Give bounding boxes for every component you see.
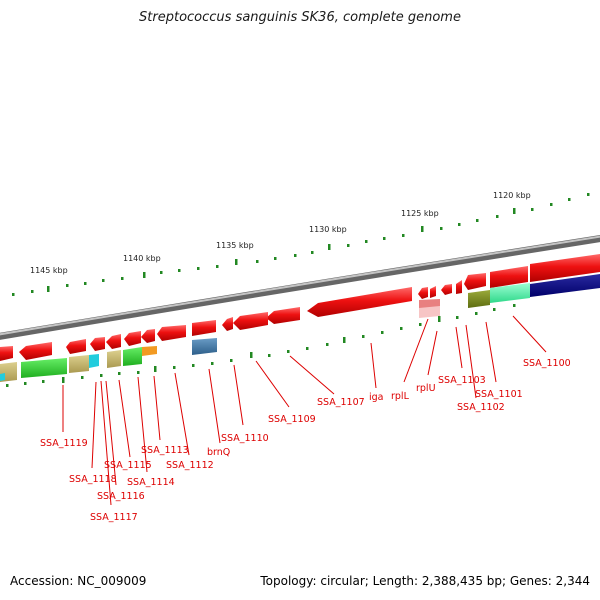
gene-arrow[interactable] xyxy=(106,334,121,349)
gene-label-ssa-1118[interactable]: SSA_1118 xyxy=(69,474,117,485)
gene-arrow[interactable] xyxy=(157,325,186,341)
gene-arrow[interactable] xyxy=(464,273,486,290)
kbp-label: 1120 kbp xyxy=(493,191,531,200)
accession-text: Accession: NC_009009 xyxy=(10,574,147,588)
category-box xyxy=(89,354,99,368)
gene-arrow[interactable] xyxy=(124,331,141,346)
gene-label-ssa-1112[interactable]: SSA_1112 xyxy=(166,460,214,471)
category-box xyxy=(490,283,530,303)
kbp-label: 1135 kbp xyxy=(216,241,254,250)
kbp-label: 1140 kbp xyxy=(123,254,161,263)
forward-strand-genes xyxy=(0,254,600,361)
gene-label-ssa-1117[interactable]: SSA_1117 xyxy=(90,512,138,523)
gene-arrow[interactable] xyxy=(441,284,452,295)
kbp-label: 1145 kbp xyxy=(30,266,68,275)
gene-arrow[interactable] xyxy=(418,287,428,299)
gene-label-ssa-1114[interactable]: SSA_1114 xyxy=(127,477,175,488)
category-box xyxy=(142,346,157,356)
gene-arrow[interactable] xyxy=(90,337,105,351)
gene-label-ssa-1110[interactable]: SSA_1110 xyxy=(221,433,269,444)
gene-arrow[interactable] xyxy=(530,254,600,282)
category-box xyxy=(530,274,600,297)
category-box xyxy=(468,290,490,308)
category-box xyxy=(107,350,121,368)
gene-label-ssa-1109[interactable]: SSA_1109 xyxy=(268,414,316,425)
gene-arrow[interactable] xyxy=(141,329,155,343)
gene-label-ssa-1107[interactable]: SSA_1107 xyxy=(317,397,365,408)
category-box xyxy=(419,306,440,318)
category-box xyxy=(21,358,67,378)
kbp-label: 1130 kbp xyxy=(309,225,347,234)
gene-label-rplu[interactable]: rplU xyxy=(416,383,436,394)
gene-arrow[interactable] xyxy=(266,307,300,324)
gene-label-ssa-1102[interactable]: SSA_1102 xyxy=(457,402,505,413)
inner-tick-track xyxy=(6,304,516,387)
genome-backbone xyxy=(0,235,600,340)
kbp-tick-track xyxy=(12,193,590,296)
gene-leader-lines xyxy=(62,315,547,506)
genome-summary-text: Topology: circular; Length: 2,388,435 bp… xyxy=(260,574,590,588)
gene-label-ssa-1115[interactable]: SSA_1115 xyxy=(104,460,152,471)
gene-label-ssa-1100[interactable]: SSA_1100 xyxy=(523,358,571,369)
gene-label-ssa-1103[interactable]: SSA_1103 xyxy=(438,375,486,386)
gene-arrow-iga[interactable] xyxy=(307,287,412,317)
category-box xyxy=(0,373,5,381)
gene-label-ssa-1116[interactable]: SSA_1116 xyxy=(97,491,145,502)
gene-label-ssa-1119[interactable]: SSA_1119 xyxy=(40,438,88,449)
gene-arrow[interactable] xyxy=(0,346,13,361)
gene-label-ssa-1113[interactable]: SSA_1113 xyxy=(141,445,189,456)
category-box xyxy=(69,355,89,373)
gene-arrow[interactable] xyxy=(222,317,233,331)
genome-backbone-highlight xyxy=(0,235,600,336)
gene-arrow[interactable] xyxy=(233,312,268,330)
map-title: Streptococcus sanguinis SK36, complete g… xyxy=(139,10,461,25)
function-category-boxes xyxy=(0,274,600,382)
gene-arrow[interactable] xyxy=(192,320,216,336)
gene-arrow[interactable] xyxy=(456,280,462,294)
gene-label-rpll[interactable]: rplL xyxy=(391,391,410,402)
kbp-label: 1125 kbp xyxy=(401,209,439,218)
gene-label-iga[interactable]: iga xyxy=(369,392,384,403)
gene-arrow[interactable] xyxy=(490,266,528,288)
gene-arrow[interactable] xyxy=(66,339,86,354)
category-box xyxy=(123,347,142,366)
gene-label-ssa-1101[interactable]: SSA_1101 xyxy=(475,389,523,400)
gene-arrow[interactable] xyxy=(430,286,436,298)
gene-arrow[interactable] xyxy=(19,342,52,360)
gene-label-brnq[interactable]: brnQ xyxy=(207,447,230,458)
category-box xyxy=(192,338,217,355)
